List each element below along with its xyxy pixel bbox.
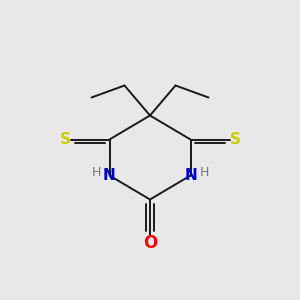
Text: S: S — [230, 132, 240, 147]
Text: H: H — [91, 166, 101, 179]
Text: N: N — [103, 168, 116, 183]
Text: H: H — [199, 166, 209, 179]
Text: S: S — [60, 132, 70, 147]
Text: N: N — [184, 168, 197, 183]
Text: O: O — [143, 234, 157, 252]
